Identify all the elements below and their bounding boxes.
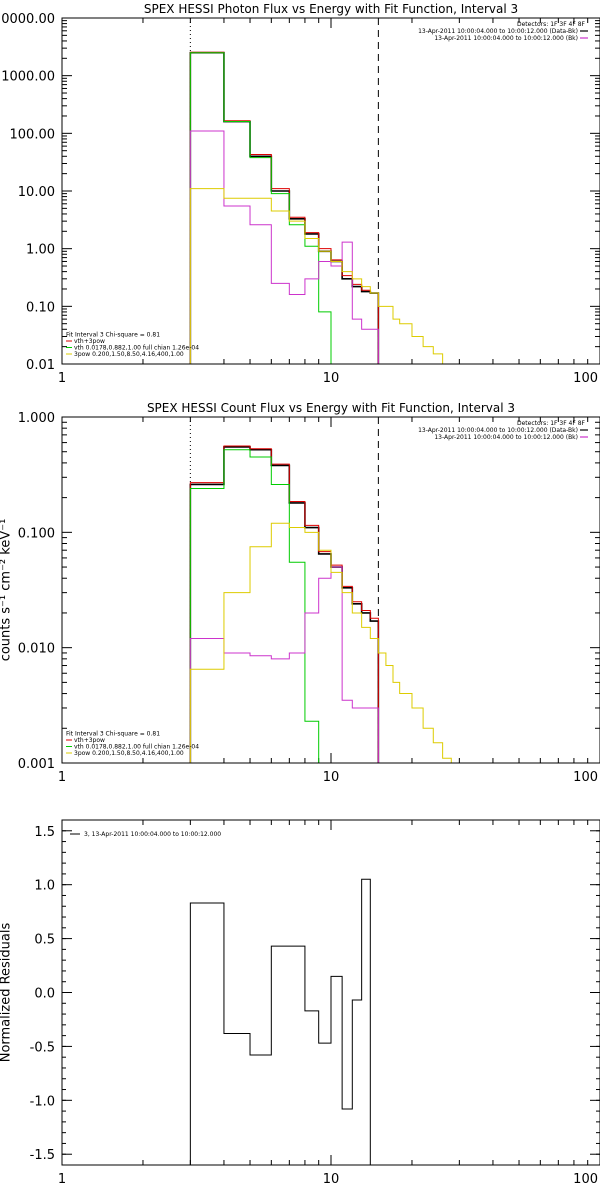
x-tick-label: 1 bbox=[58, 770, 66, 785]
chart-panel-2: SPEX HESSI Count Flux vs Energy with Fit… bbox=[0, 401, 600, 785]
series-4-line bbox=[189, 566, 379, 763]
legend-text: Fit Interval 3 Chi-square = 0.81 bbox=[66, 332, 160, 339]
x-tick-label: 10 bbox=[323, 1172, 340, 1187]
y-tick-label: 0.010 bbox=[18, 642, 55, 657]
series-1-line bbox=[189, 51, 380, 364]
legend-text: 13-Apr-2011 10:00:04.000 to 10:00:12.000… bbox=[418, 28, 578, 35]
y-tick-label: 1.00 bbox=[26, 243, 55, 258]
series-5-line bbox=[189, 522, 452, 763]
legend-text: 13-Apr-2011 10:00:04.000 to 10:00:12.000… bbox=[418, 427, 578, 434]
legend-text: Detectors: 1F 3F 4F 8F bbox=[517, 420, 586, 427]
legend-text: Detectors: 1F 3F 4F 8F bbox=[517, 21, 586, 28]
x-tick-label: 100 bbox=[573, 1172, 598, 1187]
x-tick-label: 1 bbox=[58, 371, 66, 386]
legend-text: 13-Apr-2011 10:00:04.000 to 10:00:12.000… bbox=[434, 35, 578, 42]
y-tick-label: 1.000 bbox=[18, 411, 55, 426]
legend-text: 3pow 0.200,1.50,8.50,4.16,400,1.00 bbox=[74, 750, 184, 757]
x-tick-label: 100 bbox=[573, 371, 598, 386]
chart-title: SPEX HESSI Count Flux vs Energy with Fit… bbox=[147, 401, 515, 415]
legend-text: vth 0.0178,0.882,1.00 full chian 1.26e-0… bbox=[74, 744, 199, 751]
legend-text: vth+3pow bbox=[74, 737, 105, 744]
chart-panel-3: Normalized Residuals 1 10 100 1.5 1.0 0.5 0.0 -0… bbox=[0, 819, 600, 1187]
legend-text: vth 0.0178,0.882,1.00 full chian 1.26e-0… bbox=[74, 345, 199, 352]
y-tick-label: 0.5 bbox=[34, 933, 55, 948]
plot-frame bbox=[61, 17, 600, 365]
y-tick-label: -1.5 bbox=[30, 1148, 55, 1163]
y-tick-label: 0.10 bbox=[26, 300, 55, 315]
series-1-line bbox=[189, 446, 380, 763]
chart-panel-1: SPEX HESSI Photon Flux vs Energy with Fi… bbox=[1, 2, 600, 386]
y-tick-label: 10.00 bbox=[18, 185, 55, 200]
y-tick-label: 100.00 bbox=[10, 127, 56, 142]
x-tick-label: 1 bbox=[58, 1172, 66, 1187]
chart-title: SPEX HESSI Photon Flux vs Energy with Fi… bbox=[144, 2, 518, 16]
y-tick-label: 1000.00 bbox=[1, 70, 55, 85]
y-tick-label: -1.0 bbox=[30, 1094, 55, 1109]
legend-text: 3, 13-Apr-2011 10:00:04.000 to 10:00:12.… bbox=[84, 831, 221, 838]
y-tick-label: 1.5 bbox=[34, 825, 55, 840]
y-axis-label: Normalized Residuals bbox=[0, 923, 14, 1063]
legend-text: Fit Interval 3 Chi-square = 0.81 bbox=[66, 731, 160, 738]
y-axis-label: counts s⁻¹ cm⁻² keV⁻¹ bbox=[0, 519, 14, 662]
y-tick-label: 1.0 bbox=[34, 879, 55, 894]
series-1-line bbox=[189, 878, 379, 1165]
legend-text: 3pow 0.200,1.50,8.50,4.16,400,1.00 bbox=[74, 351, 184, 358]
legend-text: 13-Apr-2011 10:00:04.000 to 10:00:12.000… bbox=[434, 434, 578, 441]
y-tick-label: 0.001 bbox=[18, 757, 55, 772]
plot-frame bbox=[61, 416, 600, 764]
y-tick-label: 0000.00 bbox=[1, 12, 55, 27]
series-4-line bbox=[189, 130, 379, 364]
y-tick-label: -0.5 bbox=[30, 1040, 55, 1055]
series-2-line bbox=[189, 445, 379, 763]
series-3-line bbox=[189, 449, 331, 763]
series-3-line bbox=[189, 52, 332, 364]
x-tick-label: 10 bbox=[323, 371, 340, 386]
y-tick-label: 0.01 bbox=[26, 358, 55, 373]
data-series-group bbox=[189, 445, 452, 763]
series-5-line bbox=[189, 188, 452, 364]
x-tick-label: 100 bbox=[573, 770, 598, 785]
data-series-group bbox=[189, 51, 452, 364]
legend-text: vth+3pow bbox=[74, 338, 105, 345]
y-tick-label: 0.0 bbox=[34, 987, 55, 1002]
x-tick-label: 10 bbox=[323, 770, 340, 785]
data-series-group bbox=[189, 878, 379, 1165]
y-tick-label: 0.100 bbox=[18, 526, 55, 541]
series-2-line bbox=[189, 51, 379, 364]
plot-frame bbox=[61, 819, 600, 1166]
